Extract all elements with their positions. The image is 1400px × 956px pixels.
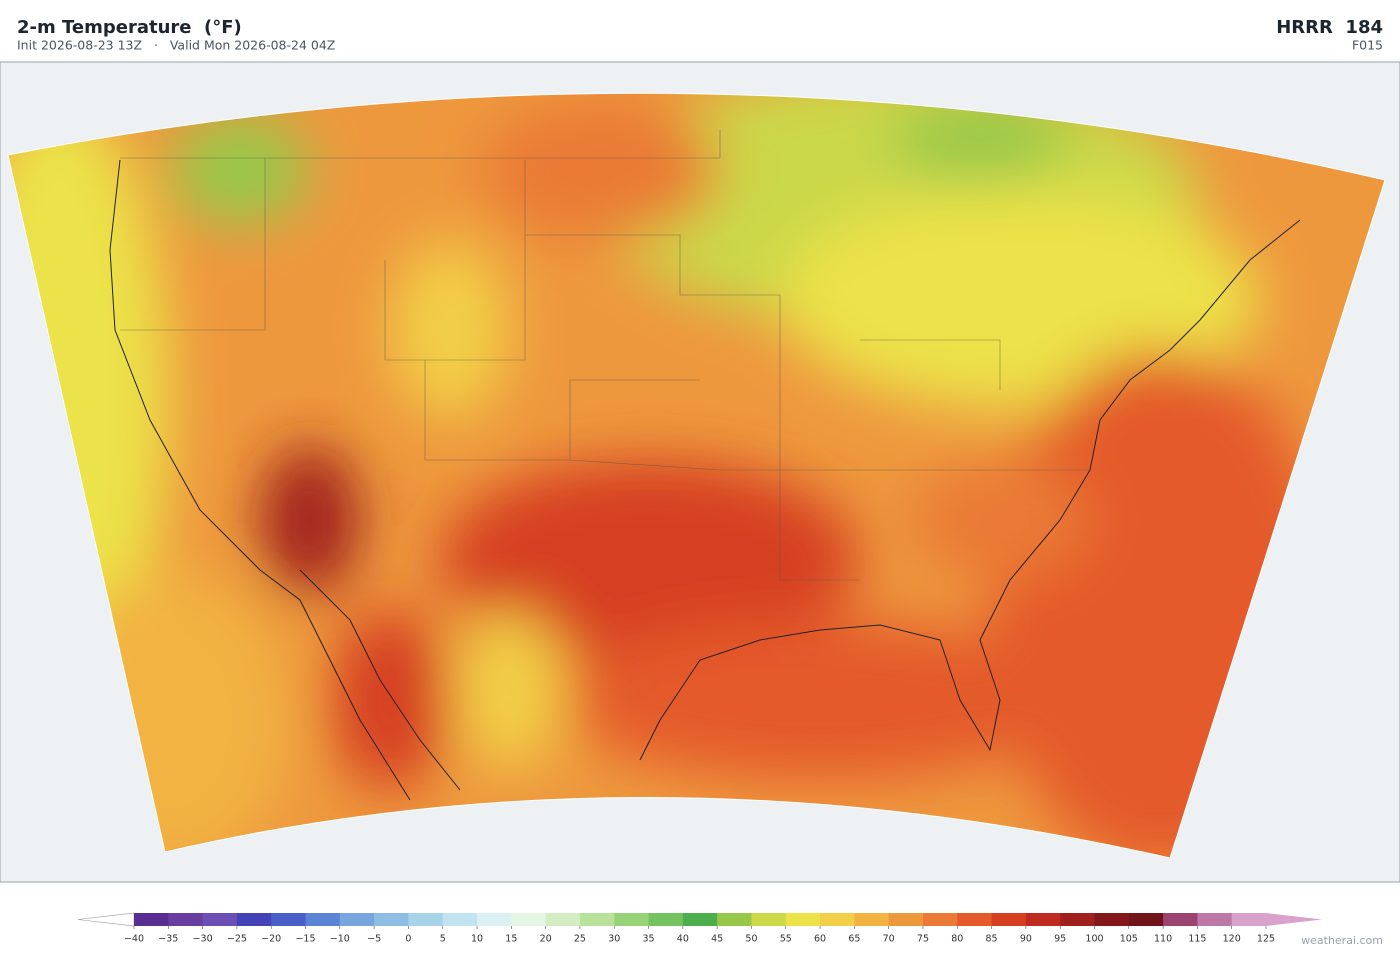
state-borders (120, 130, 1090, 581)
coastlines (109, 159, 1301, 801)
colorbar-segment (408, 913, 444, 926)
colorbar-tick-label: 10 (471, 934, 483, 945)
colorbar-segment (682, 913, 718, 926)
colorbar-segment (922, 913, 958, 926)
colorbar-tick-label: 95 (1054, 934, 1066, 945)
colorbar-segment (1094, 913, 1130, 926)
colorbar-segment (648, 913, 684, 926)
colorbar: −40 −35 −30 −25 −20 −15 −10 −5 0 5 10 15 20 25 30 35 40 4… (77, 912, 1322, 945)
colorbar-tick-label: 40 (677, 934, 689, 945)
colorbar-tick-label: 20 (540, 934, 552, 945)
colorbar-tick-label: 0 (405, 934, 411, 945)
colorbar-tick-label: 65 (848, 934, 860, 945)
colorbar-tick-label: 115 (1188, 934, 1206, 945)
colorbar-segment (271, 913, 306, 926)
colorbar-segment (442, 913, 478, 926)
colorbar-segment (751, 913, 787, 926)
colorbar-tick-label: −25 (227, 934, 247, 945)
colorbar-tick-label: 5 (440, 934, 446, 945)
colorbar-tick-label: 35 (642, 934, 654, 945)
colorbar-segment (236, 913, 272, 926)
colorbar-segment (614, 913, 649, 926)
colorbar-segment (785, 913, 821, 926)
colorbar-tick-label: −30 (193, 934, 213, 945)
colorbar-segment (1128, 913, 1164, 926)
colorbar-tick-label: 90 (1020, 934, 1032, 945)
colorbar-tick-label: 125 (1257, 934, 1275, 945)
colorbar-segment (888, 913, 924, 926)
colorbar-tick-label: 15 (505, 934, 517, 945)
colorbar-tick-label: 55 (780, 934, 792, 945)
colorbar-segment (511, 913, 547, 926)
colorbar-tick-label: 50 (745, 934, 757, 945)
colorbar-tick-label: 25 (574, 934, 586, 945)
colorbar-tick-label: 30 (608, 934, 620, 945)
colorbar-segment (1163, 913, 1198, 926)
colorbar-under (77, 912, 135, 927)
colorbar-tick-label: −10 (330, 934, 350, 945)
forecast-hour: F015 (1352, 38, 1383, 53)
colorbar-tick-label: 110 (1154, 934, 1172, 945)
colorbar-tick-label: −35 (158, 934, 178, 945)
colorbar-tick-label: 80 (951, 934, 963, 945)
colorbar-tick-label: 45 (711, 934, 723, 945)
watermark: weatherai.com (1301, 934, 1383, 947)
model: HRRR 184 (1276, 17, 1383, 38)
colorbar-segment (134, 913, 169, 926)
colorbar-segment (374, 913, 409, 926)
colorbar-tick-label: 120 (1223, 934, 1241, 945)
colorbar-tick-label: −40 (124, 934, 144, 945)
colorbar-segment (202, 913, 238, 926)
colorbar-tick-label: 85 (986, 934, 998, 945)
colorbar-over (1266, 913, 1322, 926)
colorbar-segment (991, 913, 1027, 926)
colorbar-tick-label: 70 (883, 934, 895, 945)
colorbar-tick-label: 75 (917, 934, 929, 945)
colorbar-tick-label: −20 (261, 934, 281, 945)
title: 2-m Temperature (°F) (17, 17, 242, 38)
colorbar-segment (957, 913, 992, 926)
colorbar-segment (168, 913, 204, 926)
colorbar-segment (579, 913, 615, 926)
colorbar-segment (820, 913, 855, 926)
colorbar-tick-label: −5 (367, 934, 381, 945)
colorbar-segment (854, 913, 890, 926)
colorbar-segment (1197, 913, 1233, 926)
colorbar-segment (717, 913, 752, 926)
colorbar-segment (339, 913, 375, 926)
colorbar-segment (1231, 913, 1267, 926)
colorbar-segment (1025, 913, 1061, 926)
colorbar-tick-label: −15 (295, 934, 315, 945)
colorbar-segment (545, 913, 581, 926)
colorbar-tick-label: 100 (1085, 934, 1103, 945)
colorbar-tick-label: 60 (814, 934, 826, 945)
colorbar-segment (305, 913, 341, 926)
colorbar-segment (477, 913, 512, 926)
colorbar-tick-label: 105 (1120, 934, 1138, 945)
colorbar-segment (1060, 913, 1095, 926)
subtitle: Init 2026-08-23 13Z · Valid Mon 2026-08-… (17, 38, 335, 53)
